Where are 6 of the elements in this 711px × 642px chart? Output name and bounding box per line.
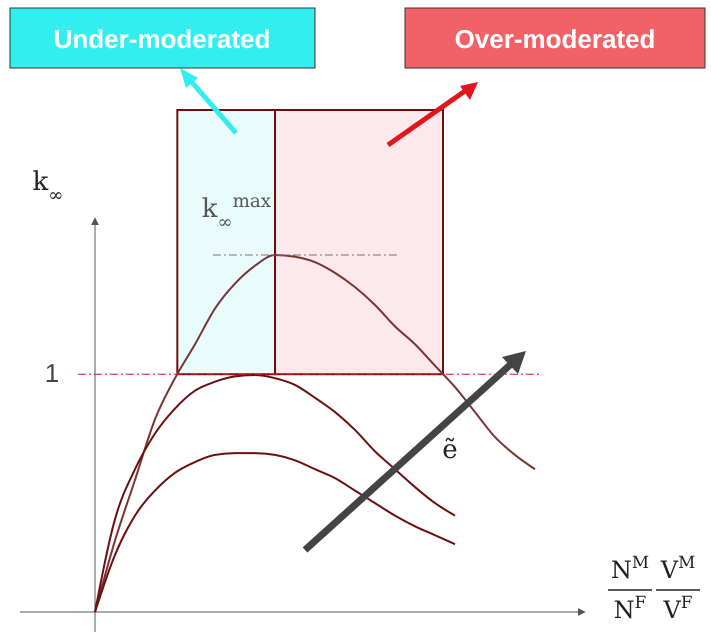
- ref-line-label: 1: [44, 358, 60, 388]
- text: N$^{M}$ N$^{F}$ V$^{M}$ V$^{F}$: [610, 552, 696, 624]
- annotation: ẽ: [442, 435, 458, 465]
- text: Over-moderated: [454, 24, 656, 54]
- y-axis-title: k$_{∞}$: [32, 167, 64, 206]
- text: Under-moderated: [54, 24, 270, 54]
